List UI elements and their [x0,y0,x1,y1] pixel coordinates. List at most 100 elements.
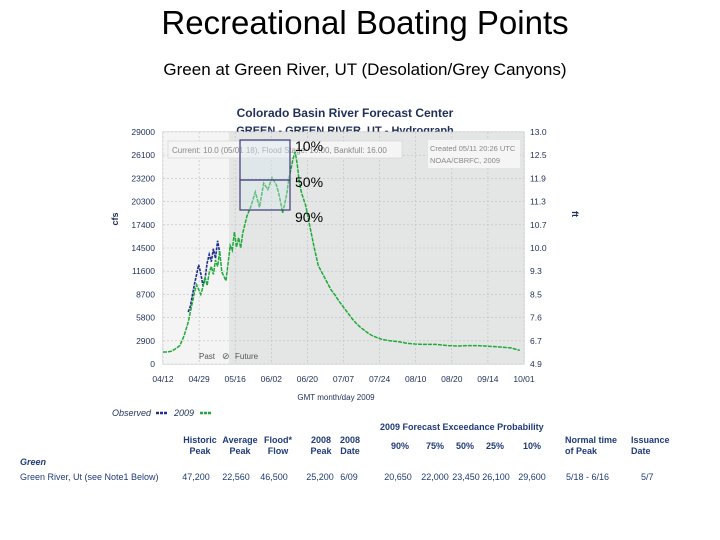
col-header-2008-date-2: Date [340,446,360,456]
y-tick-label-left: 0 [150,359,155,369]
col-header-2008-peak: 2008 Peak [303,435,339,457]
exc-header-50: 50% [455,441,474,451]
exc-header-10: 10% [522,441,541,451]
y-tick-label-right: 8.5 [530,289,542,299]
col-header-average-1: Average [222,435,258,445]
col-header-average-2: Peak [229,446,251,456]
cell-exc-75: 22,000 [421,472,449,482]
y-tick-label-left: 2900 [136,336,155,346]
cell-issuance: 5/7 [641,472,654,482]
chart-title: Colorado Basin River Forecast Center [237,106,454,120]
exceedance-label-90: 90% [295,209,323,225]
exceedance-box-50-90 [239,179,291,211]
y-tick-label-left: 8700 [136,289,155,299]
x-tick-label: 08/20 [441,374,463,384]
y-tick-label-right: 13.0 [530,127,547,137]
row-group-label: Green [20,457,47,467]
y-axis-title-right: ft [570,211,580,217]
future-label: Future [235,352,259,361]
y-tick-label-left: 26100 [131,150,155,160]
x-tick-label: 07/07 [333,374,355,384]
cell-2008-peak: 25,200 [306,472,334,482]
exc-header-25: 25% [485,441,504,451]
exceedance-box-10-50 [239,139,291,181]
col-header-flood-2: Flow [267,446,289,456]
y-tick-label-right: 6.7 [530,336,542,346]
info-text: Current: 10.0 (05/01 18), Flood Stage: 1… [172,146,387,155]
legend-2009-label: 2009 [173,408,194,418]
past-label: Past [199,352,216,361]
row-label: Green River, Ut (see Note1 Below) [20,472,159,482]
y-tick-label-right: 4.9 [530,359,542,369]
created-text-2: NOAA/CBRFC, 2009 [430,156,500,165]
col-header-normal-time: Normal time of Peak [565,435,625,457]
cell-exc-10: 29,600 [518,472,546,482]
exceedance-title: 2009 Forecast Exceedance Probability [380,422,544,432]
cell-flood-flow: 46,500 [260,472,288,482]
x-tick-label: 06/20 [297,374,319,384]
x-tick-label: 07/24 [369,374,391,384]
series-lines [163,151,521,353]
y-tick-label-right: 10.0 [530,243,547,253]
y-tick-label-left: 29000 [131,127,155,137]
exceedance-label-10: 10% [295,138,323,154]
created-box [428,140,520,168]
y-tick-label-right: 10.7 [530,220,547,230]
col-header-historic: Historic Peak [180,435,220,457]
future-label-icon: ⊘ [222,351,230,361]
col-header-issuance-2: Date [631,446,651,456]
y-tick-label-right: 11.9 [530,173,546,183]
y-tick-label-right: 12.5 [530,150,547,160]
info-box [167,140,403,159]
cell-historic-peak: 47,200 [182,472,210,482]
y-tick-label-left: 23200 [131,173,155,183]
cell-average-peak: 22,560 [222,472,250,482]
series-line-observed [187,240,221,313]
x-tick-label: 05/16 [225,374,247,384]
slide-title: Recreational Boating Points [161,4,569,41]
y-tick-label-left: 14500 [131,243,155,253]
y-tick-label-right: 9.3 [530,266,542,276]
x-tick-label: 04/29 [188,374,210,384]
y-tick-label-right: 7.6 [530,313,542,323]
col-header-flood: Flood* Flow [258,435,298,457]
x-tick-label: 09/14 [477,374,499,384]
cell-exc-90: 20,650 [384,472,412,482]
legend-observed-label: Observed [112,408,152,418]
col-header-normal-time-1: Normal time [565,435,618,445]
x-tick-label: 06/02 [261,374,283,384]
grid-lines [162,131,525,365]
y-tick-label-left: 17400 [131,220,155,230]
y-tick-label-left: 5800 [136,313,155,323]
col-header-2008-peak-1: 2008 [310,435,332,445]
exc-header-90: 90% [390,441,409,451]
y-tick-label-left: 20300 [131,197,155,207]
col-header-flood-1: Flood* [264,435,292,445]
cell-2008-date: 6/09 [340,472,358,482]
exc-header-75: 75% [425,441,444,451]
col-header-2008-date-1: 2008 [339,435,361,445]
col-header-normal-time-2: of Peak [565,446,598,456]
x-tick-label: 08/10 [405,374,427,384]
created-text-1: Created 05/11 20:26 UTC [430,144,516,153]
y-axis-title-left: cfs [110,212,120,225]
y-tick-label-left: 11600 [132,266,155,276]
col-header-historic-2: Peak [189,446,211,456]
y-tick-label-right: 11.3 [530,197,546,207]
x-tick-label: 04/12 [152,374,174,384]
x-axis-title: GMT month/day 2009 [297,393,375,402]
forecast-period-shade [223,132,524,364]
col-header-2008-date: 2008 Date [333,435,367,457]
col-header-average: Average Peak [220,435,260,457]
col-header-issuance-1: Issuance [631,435,670,445]
col-header-historic-1: Historic [183,435,217,445]
x-tick-label: 10/01 [513,374,535,384]
cell-exc-25: 26,100 [482,472,510,482]
series-line-2009 [163,151,521,353]
cell-normal-time: 5/18 - 6/16 [566,472,610,482]
slide-subtitle: Green at Green River, UT (Desolation/Gre… [163,60,567,79]
col-header-2008-peak-2: Peak [310,446,332,456]
col-header-issuance: Issuance Date [631,435,671,457]
